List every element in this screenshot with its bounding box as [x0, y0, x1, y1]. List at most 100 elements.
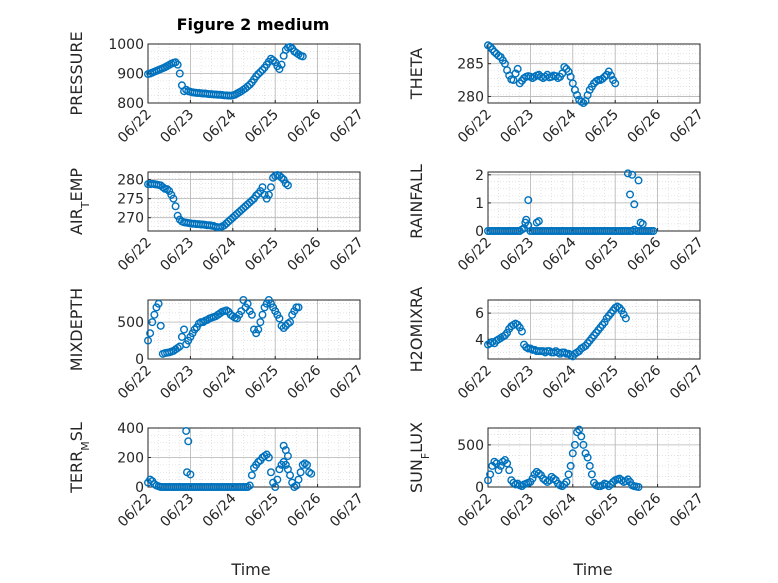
data-point [269, 56, 278, 65]
data-point [294, 303, 303, 312]
data-point [175, 69, 184, 78]
y-tick-label: 0 [135, 352, 144, 368]
data-point [638, 219, 647, 228]
data-point [566, 461, 575, 470]
data-point [281, 179, 290, 188]
data-point [579, 440, 588, 449]
data-point [286, 471, 295, 480]
figure-title: Figure 2 medium [177, 15, 330, 34]
data-point [264, 190, 273, 199]
data-point [154, 299, 163, 308]
data-point [581, 449, 590, 458]
y-tick-label: 0 [475, 480, 484, 496]
y-tick-label: 275 [117, 192, 144, 208]
data-point [528, 474, 537, 483]
data-point [534, 217, 543, 226]
y-tick-label: 400 [117, 421, 144, 437]
data-point [568, 449, 577, 458]
axes-box [487, 43, 701, 104]
data-point [543, 477, 552, 486]
data-point [148, 318, 157, 327]
x-axis-label-right: Time [572, 560, 612, 579]
data-point [585, 461, 594, 470]
y-axis-label: THETA [407, 48, 426, 100]
data-point [515, 323, 524, 332]
y-axis-label: RAINFALL [407, 164, 426, 239]
data-point [490, 457, 499, 466]
data-point [254, 325, 263, 334]
data-point [541, 476, 550, 485]
data-point [171, 58, 180, 67]
data-point [623, 169, 632, 178]
x-axis-label-left: Time [230, 560, 270, 579]
data-point [307, 469, 316, 478]
data-point [604, 482, 613, 491]
data-point [247, 471, 256, 480]
data-point [252, 191, 261, 200]
data-point [254, 70, 263, 79]
data-point [621, 314, 630, 323]
data-point [524, 196, 533, 205]
data-point [286, 318, 295, 327]
data-point [570, 440, 579, 449]
data-point [503, 328, 512, 337]
axes-box [487, 299, 701, 360]
y-tick-label: 500 [457, 438, 484, 454]
data-point [283, 452, 292, 461]
data-point [190, 325, 199, 334]
data-point [264, 453, 273, 462]
data-point [245, 80, 254, 89]
data-point [256, 318, 265, 327]
data-point [534, 469, 543, 478]
data-point [587, 470, 596, 479]
y-tick-label: 285 [457, 57, 484, 73]
data-point [621, 477, 630, 486]
data-point [281, 460, 290, 469]
y-axis-label-subscript: T [79, 201, 92, 209]
data-point [630, 200, 639, 209]
data-point [600, 318, 609, 327]
data-point [573, 91, 582, 100]
data-point [173, 60, 182, 69]
data-point [486, 470, 495, 479]
y-tick-label: 500 [117, 315, 144, 331]
data-point [513, 64, 522, 73]
data-point [577, 432, 586, 441]
data-point [562, 477, 571, 486]
data-point [583, 453, 592, 462]
data-point [560, 62, 569, 71]
data-point [634, 176, 643, 185]
y-axis-label: MIXDEPTH [67, 288, 86, 371]
data-point [184, 437, 193, 446]
data-point [245, 481, 254, 490]
y-tick-label: 4 [475, 332, 484, 348]
y-tick-label: 270 [117, 211, 144, 227]
axes-box [487, 171, 701, 232]
y-tick-label: 0 [135, 480, 144, 496]
data-point [150, 310, 159, 319]
data-point [163, 185, 172, 194]
data-point [521, 218, 530, 227]
data-point [252, 72, 261, 81]
data-point [171, 202, 180, 211]
data-point [619, 310, 628, 319]
data-point [143, 336, 152, 345]
data-point [243, 82, 252, 91]
data-point [511, 69, 520, 78]
data-point [490, 47, 499, 56]
data-point [273, 475, 282, 484]
data-point [617, 306, 626, 315]
data-point [549, 474, 558, 483]
data-point [634, 483, 643, 492]
data-point [611, 79, 620, 88]
y-axis-label-subscript: M [79, 441, 92, 451]
data-point [177, 332, 186, 341]
data-point [626, 190, 635, 199]
data-point [258, 65, 267, 74]
data-point [606, 71, 615, 80]
data-point [243, 299, 252, 308]
data-point [266, 183, 275, 192]
data-point [271, 483, 280, 492]
data-point [182, 426, 191, 435]
